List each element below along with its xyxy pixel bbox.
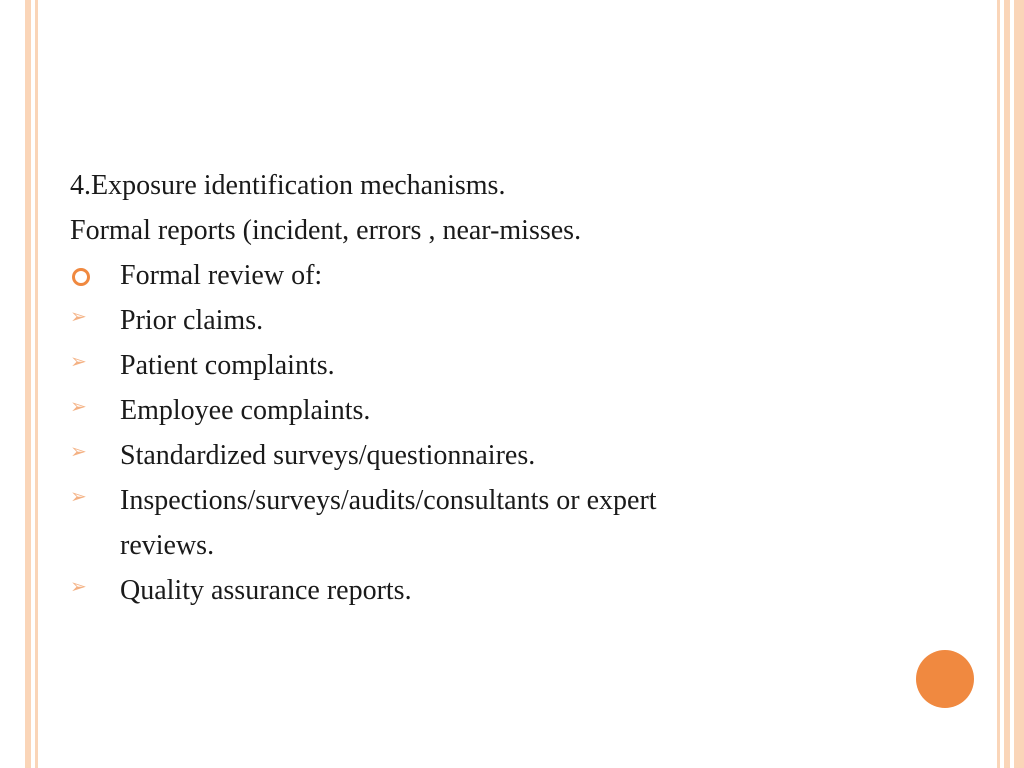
list-item-continuation: reviews.: [70, 525, 964, 567]
list-item-text: Quality assurance reports.: [120, 575, 412, 606]
bullet-list: Formal review of: Prior claims. Patient …: [70, 255, 964, 612]
list-item-text: Patient complaints.: [120, 350, 335, 381]
list-item-text: Standardized surveys/questionnaires.: [120, 440, 535, 471]
slide-content: 4.Exposure identification mechanisms. Fo…: [70, 165, 964, 615]
right-border-1: [1014, 0, 1024, 768]
list-item: Patient complaints.: [70, 345, 964, 387]
right-border-2: [1004, 0, 1010, 768]
list-item: Inspections/surveys/audits/consultants o…: [70, 480, 964, 522]
list-item: Formal review of:: [70, 255, 964, 297]
list-item: Quality assurance reports.: [70, 570, 964, 612]
list-item-text: Formal review of:: [120, 260, 322, 291]
list-item-text: Employee complaints.: [120, 395, 370, 426]
right-border-3: [997, 0, 1000, 768]
heading: 4.Exposure identification mechanisms.: [70, 165, 964, 207]
subheading: Formal reports (incident, errors , near-…: [70, 210, 964, 252]
left-border-inner: [35, 0, 38, 768]
list-item-text: Prior claims.: [120, 305, 263, 336]
left-border-outer: [25, 0, 31, 768]
list-item-text: Inspections/surveys/audits/consultants o…: [120, 485, 657, 516]
list-item: Standardized surveys/questionnaires.: [70, 435, 964, 477]
list-item: Employee complaints.: [70, 390, 964, 432]
circle-decoration-icon: [916, 650, 974, 708]
list-item: Prior claims.: [70, 300, 964, 342]
